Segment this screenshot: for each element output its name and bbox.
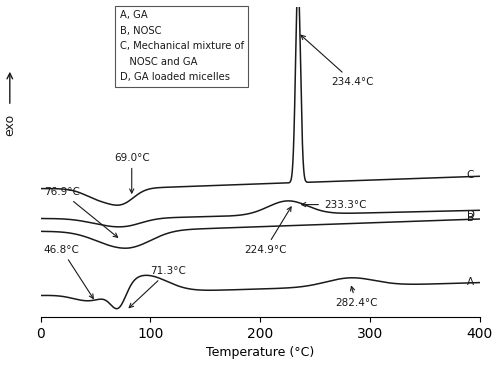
Text: 69.0°C: 69.0°C — [114, 153, 150, 193]
Text: 234.4°C: 234.4°C — [301, 35, 374, 87]
Text: B: B — [466, 213, 474, 223]
Text: A, GA
B, NOSC
C, Mechanical mixture of
   NOSC and GA
D, GA loaded micelles: A, GA B, NOSC C, Mechanical mixture of N… — [120, 10, 244, 82]
Text: 282.4°C: 282.4°C — [335, 287, 378, 308]
Text: D: D — [466, 210, 474, 220]
Text: exo: exo — [4, 113, 16, 136]
Text: C: C — [466, 171, 474, 180]
Text: 233.3°C: 233.3°C — [302, 199, 366, 210]
Text: 71.3°C: 71.3°C — [129, 266, 186, 308]
Text: 46.8°C: 46.8°C — [44, 245, 94, 298]
X-axis label: Temperature (°C): Temperature (°C) — [206, 346, 314, 359]
Text: 76.9°C: 76.9°C — [44, 187, 118, 237]
Text: 224.9°C: 224.9°C — [244, 207, 291, 255]
Text: A: A — [466, 277, 474, 287]
